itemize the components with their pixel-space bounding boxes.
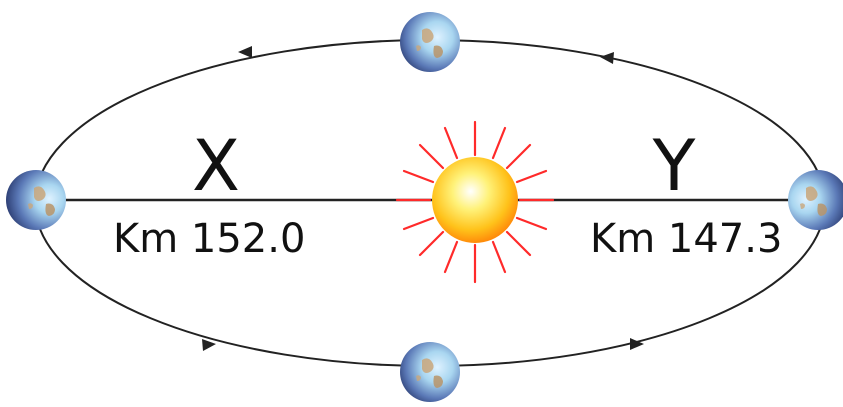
earth-icon	[788, 170, 843, 230]
orbit-direction-arrows	[202, 46, 644, 351]
earth-icon	[6, 170, 66, 230]
earth-icon	[400, 342, 460, 402]
point-label-x: X	[192, 125, 240, 207]
arrow-top-right-icon	[600, 52, 614, 64]
distance-label-y: Km 147.3	[590, 216, 782, 262]
arrow-top-left-icon	[238, 46, 252, 58]
earth-icon	[400, 12, 460, 72]
point-label-y: Y	[652, 125, 696, 207]
arrow-bottom-left-icon	[202, 339, 216, 351]
orbit-ellipse	[34, 39, 826, 367]
sun-icon	[432, 157, 518, 243]
sun-rays	[395, 120, 555, 284]
arrow-bottom-right-icon	[630, 338, 644, 350]
distance-label-x: Km 152.0	[113, 216, 305, 262]
